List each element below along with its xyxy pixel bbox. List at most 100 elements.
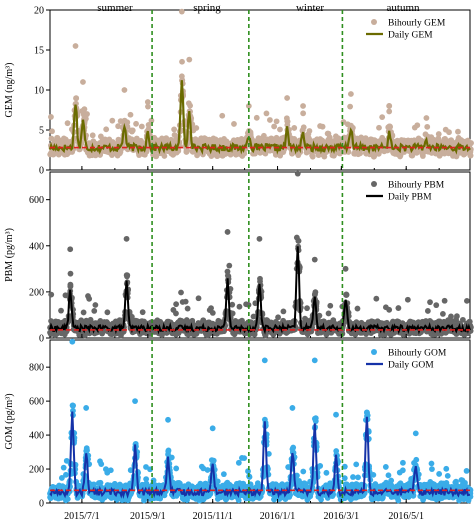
- data-point: [376, 124, 382, 131]
- data-point-peak: [284, 95, 291, 101]
- data-point: [124, 119, 131, 126]
- data-point: [145, 103, 151, 110]
- data-point: [193, 125, 200, 131]
- data-point: [92, 302, 99, 308]
- data-point: [319, 123, 326, 130]
- data-point: [161, 153, 168, 159]
- data-point: [98, 461, 105, 467]
- data-point-peak: [224, 229, 231, 235]
- data-point: [129, 128, 135, 135]
- data-point: [267, 117, 273, 123]
- y-tick-label: 0: [39, 334, 44, 345]
- data-point-peak: [311, 256, 318, 263]
- data-point: [64, 496, 71, 502]
- data-point: [306, 128, 313, 134]
- data-point-peak: [342, 265, 349, 272]
- data-point: [226, 262, 233, 269]
- data-point: [67, 283, 74, 290]
- data-point: [235, 459, 242, 466]
- data-point: [168, 454, 175, 461]
- data-point: [236, 303, 243, 310]
- y-tick-label: 800: [29, 363, 44, 374]
- data-point: [103, 126, 110, 133]
- data-point: [107, 467, 114, 474]
- data-point: [64, 120, 71, 127]
- legend-label: Bihourly PBM: [388, 181, 445, 191]
- data-point: [49, 128, 55, 135]
- data-point: [86, 295, 93, 302]
- data-point: [300, 124, 307, 131]
- y-tick-label: 10: [34, 86, 44, 97]
- data-point: [464, 297, 470, 304]
- data-point: [220, 471, 227, 478]
- data-point: [48, 291, 55, 298]
- data-point: [354, 305, 361, 312]
- data-point: [273, 118, 280, 125]
- data-point: [60, 464, 67, 471]
- y-tick-label: 600: [29, 195, 44, 206]
- data-point: [152, 153, 159, 160]
- data-point-peak: [72, 43, 79, 49]
- data-point: [173, 301, 180, 308]
- y-axis-label: GEM (ng/m³): [4, 63, 15, 118]
- data-point: [241, 150, 248, 157]
- data-point: [124, 123, 131, 130]
- legend-marker-points: [371, 19, 377, 25]
- data-point: [404, 296, 411, 303]
- data-point: [468, 140, 474, 146]
- data-point: [435, 131, 442, 137]
- data-point: [72, 101, 79, 107]
- data-point: [235, 497, 242, 504]
- season-label: autumn: [387, 2, 420, 14]
- data-point: [63, 471, 69, 478]
- data-point: [395, 305, 402, 311]
- legend-marker-points: [371, 181, 377, 187]
- data-point: [69, 402, 76, 409]
- data-point: [379, 114, 386, 121]
- data-point: [347, 103, 354, 110]
- data-point: [427, 299, 433, 306]
- data-point: [325, 310, 332, 317]
- data-point: [187, 102, 193, 109]
- data-point: [97, 151, 104, 158]
- y-tick-label: 600: [29, 397, 44, 408]
- data-point: [467, 152, 474, 159]
- data-point: [209, 310, 216, 316]
- legend-label: Daily PBM: [388, 193, 432, 203]
- y-axis-label: GOM (pg/m³): [4, 393, 15, 449]
- season-label: spring: [193, 2, 221, 14]
- data-point: [441, 297, 448, 304]
- data-point: [109, 117, 116, 124]
- y-tick-label: 400: [29, 241, 44, 252]
- data-point-peak: [386, 103, 393, 109]
- data-point: [300, 110, 307, 117]
- data-point-peak: [348, 91, 354, 97]
- data-point: [260, 132, 267, 139]
- data-point-peak: [67, 246, 74, 253]
- data-point-peak: [178, 8, 185, 15]
- data-point: [214, 478, 221, 485]
- data-point: [173, 465, 180, 472]
- data-point: [184, 147, 191, 154]
- data-point: [424, 308, 431, 314]
- y-tick-label: 0: [39, 499, 44, 510]
- data-point: [48, 114, 54, 120]
- data-point: [104, 309, 111, 316]
- data-point: [171, 126, 178, 133]
- data-point: [138, 123, 145, 130]
- data-point: [312, 289, 319, 296]
- season-label: winter: [296, 2, 324, 14]
- y-tick-label: 20: [34, 6, 44, 17]
- data-point: [386, 108, 393, 115]
- data-point: [284, 118, 291, 125]
- data-point: [182, 298, 189, 305]
- data-point: [139, 309, 146, 316]
- data-point: [309, 153, 316, 160]
- data-point-peak: [80, 79, 86, 85]
- data-point: [245, 468, 251, 475]
- data-point: [253, 114, 260, 121]
